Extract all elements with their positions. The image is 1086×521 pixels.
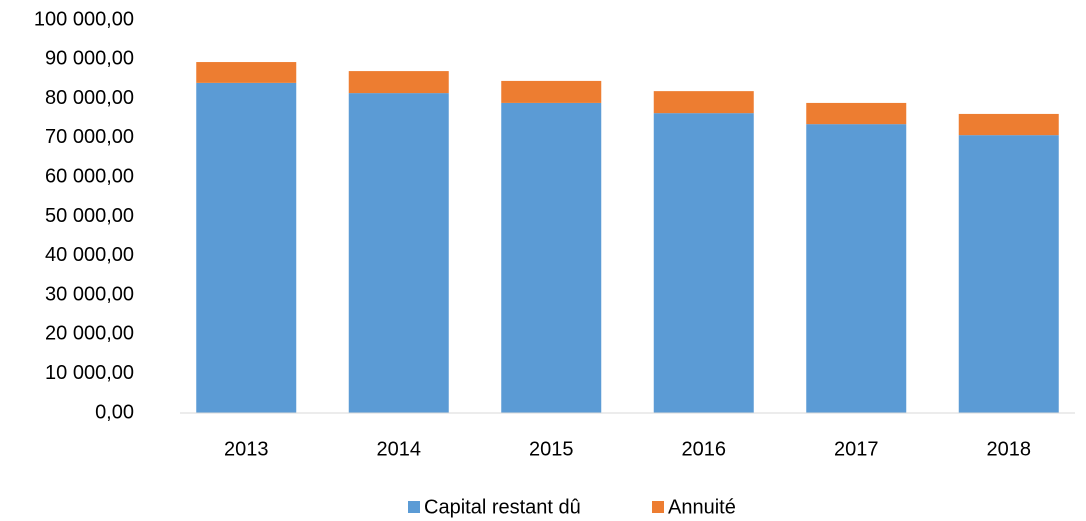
y-tick-label: 10 000,00 (45, 362, 134, 384)
bar-segment (348, 93, 449, 414)
bar-segment (653, 113, 754, 414)
bar-segment (501, 102, 602, 413)
y-tick-label: 70 000,00 (45, 126, 134, 148)
legend-label: Annuité (668, 496, 736, 518)
y-tick-label: 30 000,00 (45, 283, 134, 305)
legend-swatch (408, 501, 420, 513)
bar-segment (196, 82, 297, 413)
bar-segment (501, 80, 602, 103)
y-tick-label: 60 000,00 (45, 165, 134, 187)
bar-segment (958, 135, 1059, 414)
legend-label: Capital restant dû (424, 496, 581, 518)
y-tick-label: 100 000,00 (34, 8, 134, 30)
bar-segment (806, 102, 907, 125)
y-tick-label: 90 000,00 (45, 48, 134, 70)
bar-segment (806, 124, 907, 414)
x-tick-label: 2015 (529, 438, 574, 460)
y-tick-label: 80 000,00 (45, 87, 134, 109)
x-tick-label: 2016 (682, 438, 727, 460)
y-tick-label: 20 000,00 (45, 323, 134, 345)
y-tick-label: 40 000,00 (45, 244, 134, 266)
y-tick-label: 0,00 (95, 401, 134, 423)
x-tick-label: 2014 (377, 438, 422, 460)
legend-swatch (652, 501, 664, 513)
bar-segment (196, 62, 297, 83)
y-tick-label: 50 000,00 (45, 205, 134, 227)
x-tick-label: 2017 (834, 438, 879, 460)
bar-segment (348, 71, 449, 94)
bar-segment (958, 113, 1059, 136)
x-tick-label: 2018 (987, 438, 1032, 460)
x-tick-label: 2013 (224, 438, 269, 460)
bar-segment (653, 91, 754, 114)
